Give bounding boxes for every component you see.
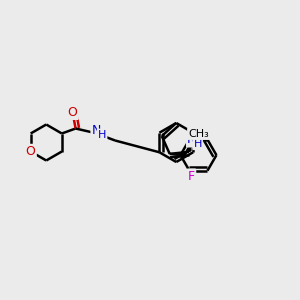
Text: O: O xyxy=(68,106,77,119)
Text: CH₃: CH₃ xyxy=(188,129,209,139)
Text: N: N xyxy=(92,124,101,137)
Text: N: N xyxy=(187,133,196,146)
Text: F: F xyxy=(188,170,195,183)
Text: H: H xyxy=(194,139,202,149)
Text: H: H xyxy=(98,130,106,140)
Text: O: O xyxy=(26,145,36,158)
